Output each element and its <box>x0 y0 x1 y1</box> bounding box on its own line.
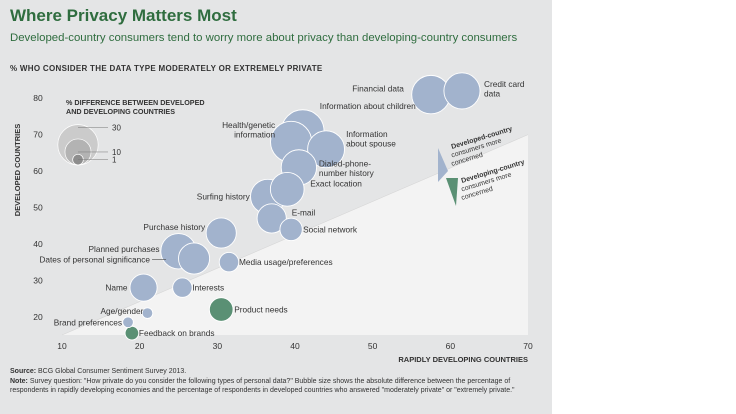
data-label: Age/gender <box>101 306 144 316</box>
size-legend-value: 1 <box>112 156 117 165</box>
data-label: Credit card <box>484 79 525 89</box>
bubble <box>205 217 237 249</box>
note-text: Survey question: "How private do you con… <box>10 378 515 394</box>
bubble <box>256 203 287 234</box>
data-label: Information about children <box>320 101 416 111</box>
chart-subtitle: Developed-country consumers tend to worr… <box>10 32 518 44</box>
size-legend-value: 30 <box>112 124 121 133</box>
data-label: Brand preferences <box>54 317 122 327</box>
measure-label: % WHO CONSIDER THE DATA TYPE MODERATELY … <box>10 64 323 73</box>
survey-note: Note: Survey question: "How private do y… <box>10 377 548 395</box>
data-label: Dates of personal significance <box>39 255 150 265</box>
bubble <box>443 72 481 110</box>
y-axis-label: DEVELOPED COUNTRIES <box>13 124 22 217</box>
data-label: information <box>234 129 275 139</box>
data-label: Name <box>105 283 128 293</box>
source-label: Source: <box>10 368 37 375</box>
y-tick-label: 50 <box>33 203 43 213</box>
developed-marker <box>438 148 448 182</box>
data-label: Interests <box>192 283 224 293</box>
x-axis-label: RAPIDLY DEVELOPING COUNTRIES <box>398 355 528 364</box>
data-label: Surfing history <box>197 192 251 202</box>
data-label: data <box>484 88 501 98</box>
data-label: E-mail <box>292 207 316 217</box>
data-label: about spouse <box>346 139 396 149</box>
y-tick-label: 40 <box>33 239 43 249</box>
bubble <box>307 130 345 169</box>
data-label: Media usage/preferences <box>239 257 333 267</box>
bubble <box>124 325 140 341</box>
x-tick-label: 30 <box>213 341 223 351</box>
scatter-plot: 10 20 30 40 50 60 70 20 30 40 50 60 70 80 RAPIDLY DEVE… <box>13 72 533 364</box>
data-label: Dialed-phone- <box>319 158 371 168</box>
x-tick-label: 10 <box>57 341 67 351</box>
bubble <box>208 297 234 322</box>
bubble <box>279 217 303 241</box>
x-tick-label: 40 <box>290 341 300 351</box>
x-tick-label: 70 <box>523 341 533 351</box>
size-legend-title: % DIFFERENCE BETWEEN DEVELOPED <box>66 98 205 107</box>
data-label: Information <box>346 129 388 139</box>
x-tick-label: 20 <box>135 341 145 351</box>
source-text: BCG Global Consumer Sentiment Survey 201… <box>38 368 187 375</box>
bubble <box>178 242 211 275</box>
data-label: Planned purchases <box>88 244 159 254</box>
y-tick-label: 20 <box>33 312 43 322</box>
bubble <box>269 171 305 207</box>
data-label: Feedback on brands <box>139 328 215 338</box>
bubble <box>129 273 158 302</box>
source-note: Source: BCG Global Consumer Sentiment Su… <box>10 367 186 376</box>
note-label: Note: <box>10 378 28 385</box>
y-tick-label: 70 <box>33 130 43 140</box>
developing-marker <box>446 178 458 206</box>
bubble <box>218 251 240 273</box>
bubble <box>141 307 154 319</box>
y-tick-label: 30 <box>33 275 43 285</box>
data-label: Financial data <box>352 84 404 94</box>
size-legend-title: AND DEVELOPING COUNTRIES <box>66 107 175 116</box>
x-tick-label: 50 <box>368 341 378 351</box>
y-tick-label: 60 <box>33 166 43 176</box>
data-label: number history <box>319 168 375 178</box>
y-tick-label: 80 <box>33 93 43 103</box>
data-label: Health/genetic <box>222 120 275 130</box>
data-label: Purchase history <box>143 222 206 232</box>
x-tick-label: 60 <box>446 341 456 351</box>
data-label: Social network <box>303 224 358 234</box>
data-label: Product needs <box>234 305 288 315</box>
bubble <box>122 316 134 329</box>
chart-title: Where Privacy Matters Most <box>10 6 237 25</box>
size-legend-value: 10 <box>112 148 121 157</box>
data-label: Exact location <box>310 178 362 188</box>
bubble <box>172 277 193 298</box>
